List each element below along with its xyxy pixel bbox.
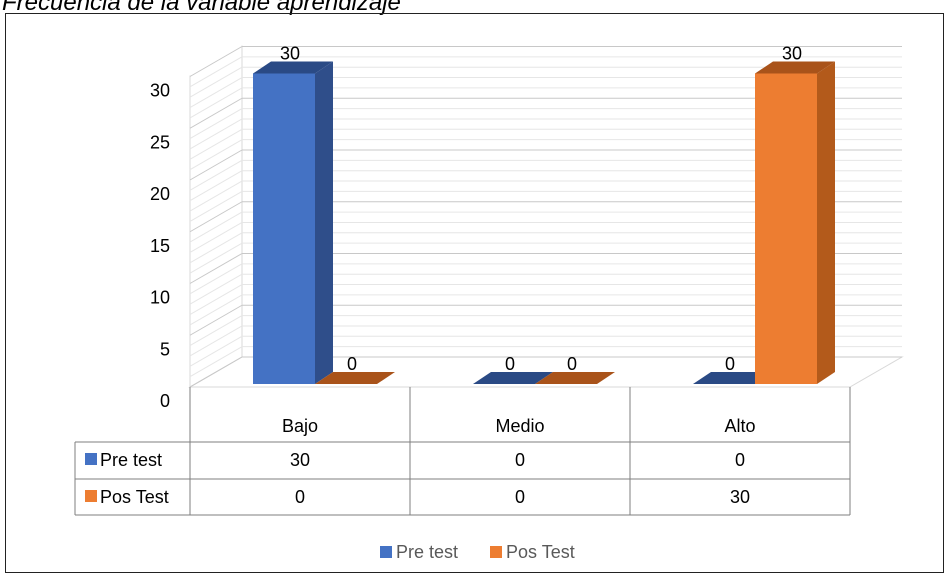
table-cell: 0	[295, 487, 305, 507]
side-gridline	[189, 190, 243, 222]
bar-top	[315, 372, 395, 384]
side-gridline	[189, 242, 243, 274]
bar-top	[755, 61, 835, 74]
side-gridline	[189, 232, 243, 264]
bar-top	[253, 61, 333, 74]
table-series-name: Pos Test	[100, 487, 169, 507]
table-cell: 30	[290, 450, 310, 470]
side-gridline	[189, 335, 243, 367]
side-gridline	[189, 139, 243, 171]
side-gridline	[189, 263, 243, 295]
side-gridline	[189, 118, 243, 150]
data-label: 0	[347, 354, 357, 374]
table-cell: 30	[730, 487, 750, 507]
side-gridline	[189, 211, 243, 243]
side-gridline	[189, 346, 243, 378]
table-cell: 0	[515, 450, 525, 470]
side-gridline	[189, 46, 243, 77]
y-axis: 0 5 10 15 20 25 30	[150, 81, 170, 412]
data-label: 0	[505, 354, 515, 374]
side-gridline	[189, 180, 243, 212]
table-category-label: Alto	[724, 416, 755, 436]
table-series-key	[85, 490, 97, 502]
data-label: 0	[567, 354, 577, 374]
table-cell: 0	[515, 487, 525, 507]
legend-swatch	[380, 546, 392, 558]
side-gridline	[189, 253, 243, 284]
legend: Pre test Pos Test	[380, 542, 575, 562]
data-label: 30	[782, 44, 802, 64]
y-tick-label: 10	[150, 288, 170, 308]
side-gridline	[189, 284, 243, 315]
bar	[755, 73, 817, 384]
table-cell: 0	[735, 450, 745, 470]
side-gridline	[189, 56, 243, 88]
side-gridline	[189, 66, 243, 98]
data-label: 0	[725, 354, 735, 374]
side-gridline	[189, 77, 243, 108]
table-series-name: Pre test	[100, 450, 162, 470]
side-gridline	[189, 273, 243, 305]
y-tick-label: 15	[150, 236, 170, 256]
legend-swatch	[490, 546, 502, 558]
side-gridline	[189, 294, 243, 326]
chart-frame	[5, 13, 944, 573]
data-labels: 30 0 0 0 0 30	[280, 44, 802, 375]
y-tick-label: 25	[150, 132, 170, 152]
bar-side	[315, 61, 333, 384]
side-gridline	[189, 222, 243, 253]
y-tick-label: 5	[160, 339, 170, 359]
side-gridline	[189, 201, 243, 233]
side-gridline	[189, 304, 243, 336]
bar	[253, 73, 315, 384]
table-category-label: Bajo	[282, 416, 318, 436]
side-gridline	[189, 149, 243, 181]
legend-label: Pos Test	[506, 542, 575, 562]
bar-top	[473, 372, 553, 384]
legend-label: Pre test	[396, 542, 458, 562]
side-gridline	[189, 356, 243, 388]
side-gridline	[189, 315, 243, 347]
side-gridline	[189, 97, 243, 129]
table-category-label: Medio	[495, 416, 544, 436]
bars	[253, 61, 835, 384]
table-series-key	[85, 453, 97, 465]
y-tick-label: 0	[160, 391, 170, 411]
data-label: 30	[280, 44, 300, 64]
y-tick-label: 20	[150, 184, 170, 204]
side-gridline	[189, 128, 243, 160]
y-tick-label: 30	[150, 81, 170, 101]
side-gridline	[189, 108, 243, 140]
page-title: Frecuencia de la variable aprendizaje	[2, 0, 401, 16]
side-gridline	[189, 325, 243, 357]
data-table: Bajo Medio Alto Pre test 30 0 0 Pos Test 0 0 30	[74, 387, 851, 516]
side-gridline	[189, 159, 243, 191]
bar-top	[693, 372, 773, 384]
bar-side	[817, 61, 835, 384]
side-gridline	[189, 87, 243, 119]
side-gridline	[189, 170, 243, 202]
bar-top	[535, 372, 615, 384]
